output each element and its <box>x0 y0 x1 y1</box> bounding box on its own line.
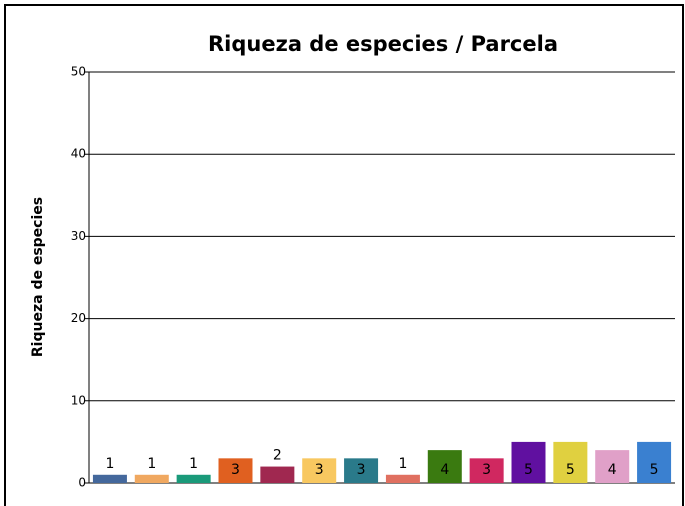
y-axis-label: Riqueza de especies <box>30 197 46 357</box>
y-tick-label: 20 <box>71 311 86 325</box>
bar <box>385 474 420 483</box>
bar <box>176 474 211 483</box>
y-tick-label: 0 <box>78 476 86 490</box>
bar <box>637 441 672 483</box>
data-label: 5 <box>524 462 533 478</box>
bar <box>511 441 546 483</box>
data-label: 1 <box>398 456 407 472</box>
bar <box>134 474 169 483</box>
data-label: 3 <box>357 462 366 478</box>
bar <box>344 458 379 483</box>
bar <box>469 458 504 483</box>
data-label: 1 <box>105 456 114 472</box>
bar <box>302 458 337 483</box>
data-label: 4 <box>608 462 617 478</box>
data-label: 5 <box>566 462 575 478</box>
data-label: 3 <box>482 462 491 478</box>
frame <box>4 4 684 506</box>
data-label: 1 <box>147 456 156 472</box>
bar <box>218 458 253 483</box>
y-tick-label: 10 <box>71 393 86 407</box>
bar <box>92 474 127 483</box>
y-tick-label: 50 <box>71 65 86 79</box>
data-label: 3 <box>315 462 324 478</box>
data-label: 1 <box>189 456 198 472</box>
data-label: 2 <box>273 448 282 464</box>
y-tick-label: 40 <box>71 147 86 161</box>
data-label: 4 <box>440 462 449 478</box>
bar <box>427 450 462 483</box>
data-label: 5 <box>650 462 659 478</box>
bar <box>553 441 588 483</box>
y-tick-label: 30 <box>71 229 86 243</box>
bar <box>260 466 295 483</box>
data-label: 3 <box>231 462 240 478</box>
bar <box>595 450 630 483</box>
chart-title: Riqueza de especies / Parcela <box>208 32 558 56</box>
